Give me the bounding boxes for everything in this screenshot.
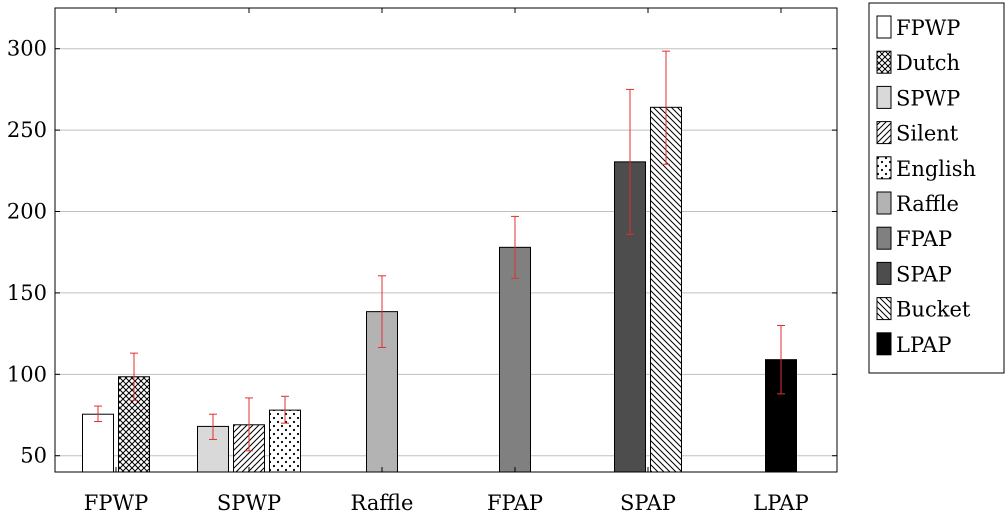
bar-fpap-fpap xyxy=(499,246,531,473)
bars xyxy=(82,106,797,473)
y-tick-label-250: 250 xyxy=(7,118,47,142)
plot-area-frame xyxy=(54,7,838,473)
error-bars xyxy=(94,50,785,452)
legend-label-dutch: Dutch xyxy=(896,51,960,75)
legend: FPWP Dutch SPWP Silent English Raffle FPAP SPAP… xyxy=(868,2,1005,374)
legend-swatch-raffle xyxy=(876,191,892,215)
gridlines xyxy=(55,48,837,457)
legend-label-raffle: Raffle xyxy=(896,192,959,216)
x-tick-label-spap: SPAP xyxy=(620,491,676,515)
x-tick-label-fpap: FPAP xyxy=(487,491,543,515)
legend-swatch-fpap xyxy=(876,226,892,250)
legend-swatch-spap xyxy=(876,261,892,285)
legend-label-spwp: SPWP xyxy=(896,86,960,110)
legend-swatch-english xyxy=(876,156,892,180)
y-tick-label-100: 100 xyxy=(7,362,47,386)
y-tick-label-150: 150 xyxy=(7,281,47,305)
axes: 50 100 150 200 250 300 FPWP SPWP Raffle FPAP SPAP L… xyxy=(7,8,837,515)
legend-swatch-fpwp xyxy=(876,15,892,39)
legend-label-fpap: FPAP xyxy=(896,227,952,251)
y-tick-label-200: 200 xyxy=(7,200,47,224)
x-tick-label-fpwp: FPWP xyxy=(84,491,148,515)
legend-label-bucket: Bucket xyxy=(896,298,971,322)
legend-swatch-bucket xyxy=(876,297,892,321)
x-tick-label-spwp: SPWP xyxy=(217,491,281,515)
legend-swatch-silent xyxy=(876,121,892,145)
legend-swatch-dutch xyxy=(876,50,892,74)
y-tick-label-300: 300 xyxy=(7,37,47,61)
x-tick-label-lpap: LPAP xyxy=(753,491,808,515)
legend-swatch-lpap xyxy=(876,332,892,356)
x-tick-label-raffle: Raffle xyxy=(351,491,414,515)
bar-bucket-spap xyxy=(650,106,682,473)
bar-fpwp-fpwp xyxy=(82,413,114,473)
legend-swatch-spwp xyxy=(876,85,892,109)
legend-label-silent: Silent xyxy=(896,122,959,146)
legend-label-english: English xyxy=(896,157,976,181)
y-tick-label-50: 50 xyxy=(20,444,47,468)
legend-label-lpap: LPAP xyxy=(896,333,951,357)
legend-label-spap: SPAP xyxy=(896,262,952,286)
legend-label-fpwp: FPWP xyxy=(896,16,960,40)
